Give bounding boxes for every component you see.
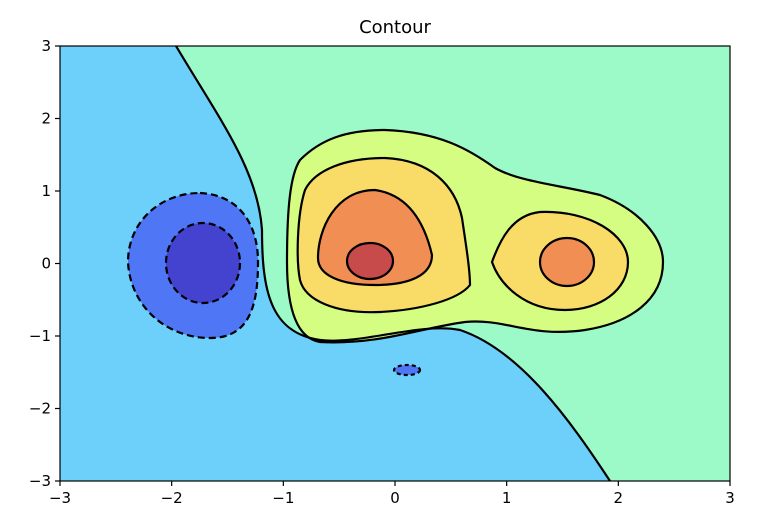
x-tick-label: −1 — [272, 489, 294, 507]
contour-line-high-2 — [296, 156, 472, 314]
contour-fill-high-4 — [347, 243, 393, 279]
y-tick-label: 1 — [41, 182, 51, 200]
y-tick-label: 0 — [41, 255, 51, 273]
y-tick-label: 3 — [41, 37, 51, 55]
x-tick-label: 3 — [725, 489, 735, 507]
contour-line-high-1 — [285, 128, 665, 344]
contour-lines — [126, 46, 665, 481]
x-tick-label: 1 — [502, 489, 512, 507]
x-tick-label: 2 — [614, 489, 624, 507]
chart-title: Contour — [359, 17, 431, 38]
x-tick-label: −3 — [49, 489, 71, 507]
contour-line-high-2b — [490, 210, 630, 312]
contour-fill-low-small — [394, 365, 420, 375]
y-tick-label: −3 — [29, 472, 51, 490]
y-tick-label: −2 — [29, 400, 51, 418]
x-axis: −3 −2 −1 0 1 2 3 — [49, 481, 735, 507]
contour-line-zero — [175, 46, 611, 481]
contour-line-low-1 — [126, 191, 260, 340]
y-axis: −3 −2 −1 0 1 2 3 — [29, 37, 60, 490]
x-tick-label: 0 — [390, 489, 400, 507]
contour-line-low-2 — [164, 221, 242, 305]
contour-line-low-small — [392, 363, 422, 377]
contour-line-high-3b — [538, 236, 596, 288]
x-tick-label: −2 — [161, 489, 183, 507]
y-tick-label: −1 — [29, 327, 51, 345]
contour-line-high-4 — [345, 241, 395, 281]
contour-line-high-3 — [316, 188, 434, 287]
contour-fill-high-3b — [540, 238, 594, 286]
contour-fill-low-2 — [166, 223, 240, 303]
plot-area — [60, 46, 730, 481]
y-tick-label: 2 — [41, 110, 51, 128]
